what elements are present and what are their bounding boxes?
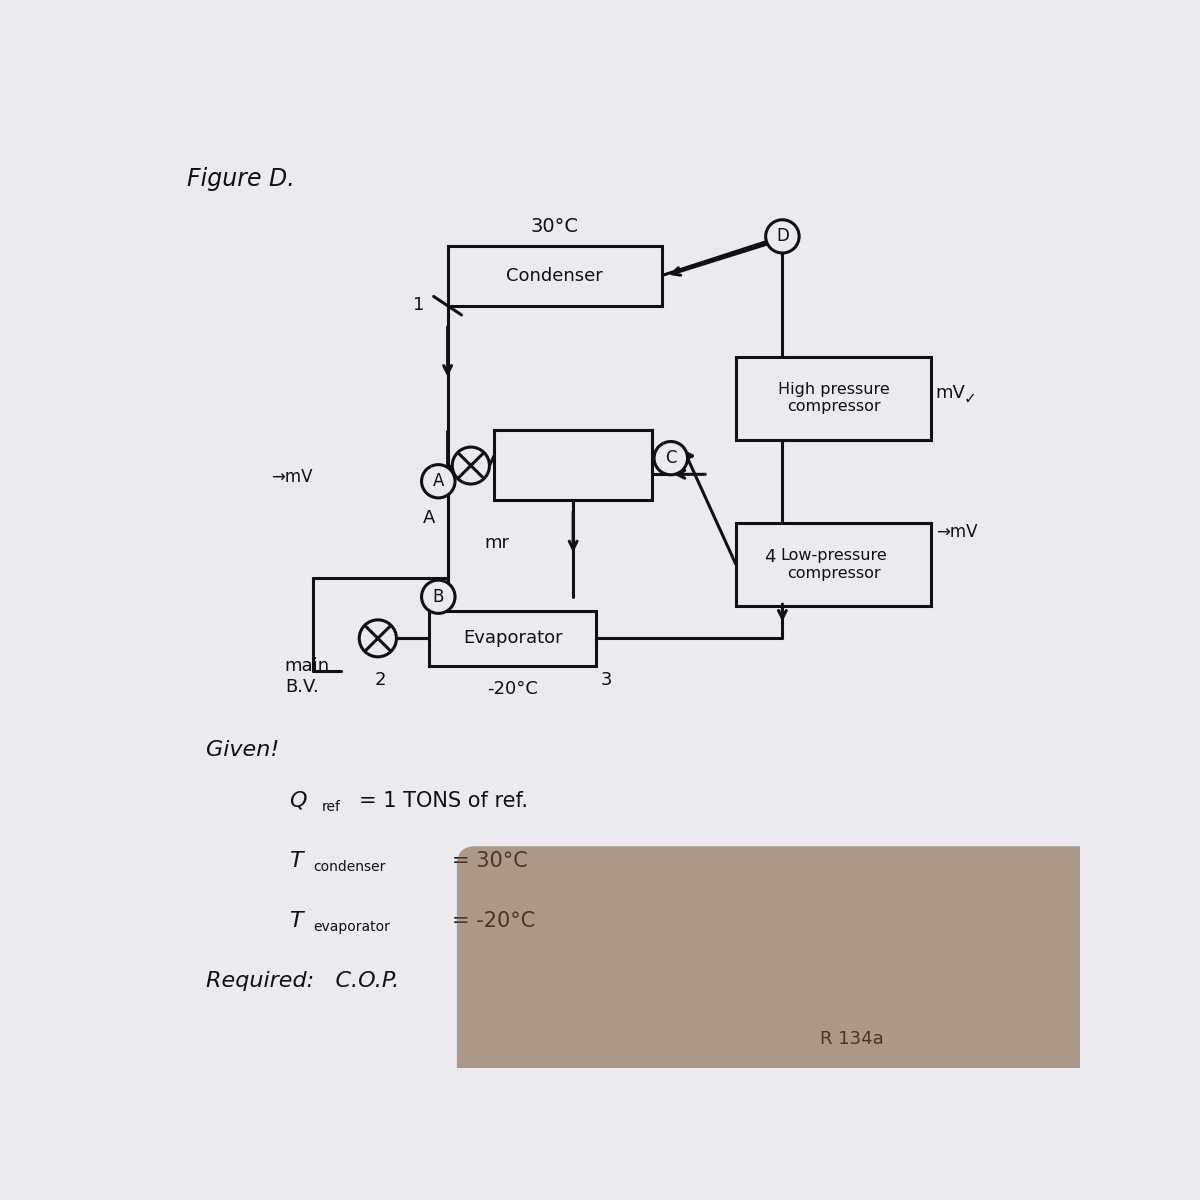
FancyBboxPatch shape: [430, 611, 596, 666]
FancyBboxPatch shape: [494, 431, 653, 499]
FancyBboxPatch shape: [736, 356, 931, 439]
Text: Evaporator: Evaporator: [463, 629, 563, 647]
Text: High pressure
compressor: High pressure compressor: [778, 382, 889, 414]
Text: ref: ref: [322, 800, 341, 814]
Text: →mV: →mV: [936, 523, 977, 541]
Text: 3: 3: [601, 671, 612, 689]
Circle shape: [766, 220, 799, 253]
Text: -20°C: -20°C: [487, 680, 538, 698]
Text: = 30°C: = 30°C: [452, 851, 528, 871]
Text: C: C: [665, 449, 677, 467]
FancyBboxPatch shape: [457, 846, 1099, 1086]
FancyBboxPatch shape: [736, 523, 931, 606]
Text: Given!: Given!: [206, 740, 280, 760]
Text: A: A: [422, 509, 436, 527]
Text: 30°C: 30°C: [530, 217, 578, 236]
Text: = -20°C: = -20°C: [452, 911, 535, 931]
Circle shape: [452, 448, 490, 484]
Text: A: A: [433, 473, 444, 491]
Text: mV: mV: [936, 384, 966, 402]
Text: Figure D.: Figure D.: [187, 167, 295, 191]
Circle shape: [421, 580, 455, 613]
Circle shape: [654, 442, 688, 475]
Text: →mV: →mV: [271, 468, 313, 486]
Text: D: D: [776, 227, 788, 245]
Text: mr: mr: [485, 534, 510, 552]
Text: 4: 4: [764, 548, 775, 566]
Text: ✓: ✓: [964, 391, 977, 406]
Text: T: T: [289, 851, 304, 871]
Text: Condenser: Condenser: [506, 266, 602, 284]
Circle shape: [359, 620, 396, 656]
Text: Low-pressure
compressor: Low-pressure compressor: [780, 548, 887, 581]
Text: B: B: [433, 588, 444, 606]
Text: 1: 1: [413, 296, 425, 314]
Text: R 134a: R 134a: [820, 1030, 883, 1048]
FancyBboxPatch shape: [448, 246, 661, 306]
Text: Required:   C.O.P.: Required: C.O.P.: [206, 971, 400, 991]
Text: main
B.V.: main B.V.: [284, 656, 330, 696]
Text: T: T: [289, 911, 304, 931]
Text: Q: Q: [289, 791, 307, 811]
Text: evaporator: evaporator: [313, 920, 390, 934]
Text: = 1 TONS of ref.: = 1 TONS of ref.: [359, 791, 528, 811]
Circle shape: [421, 464, 455, 498]
Text: 2: 2: [374, 671, 386, 689]
Text: condenser: condenser: [313, 860, 386, 874]
